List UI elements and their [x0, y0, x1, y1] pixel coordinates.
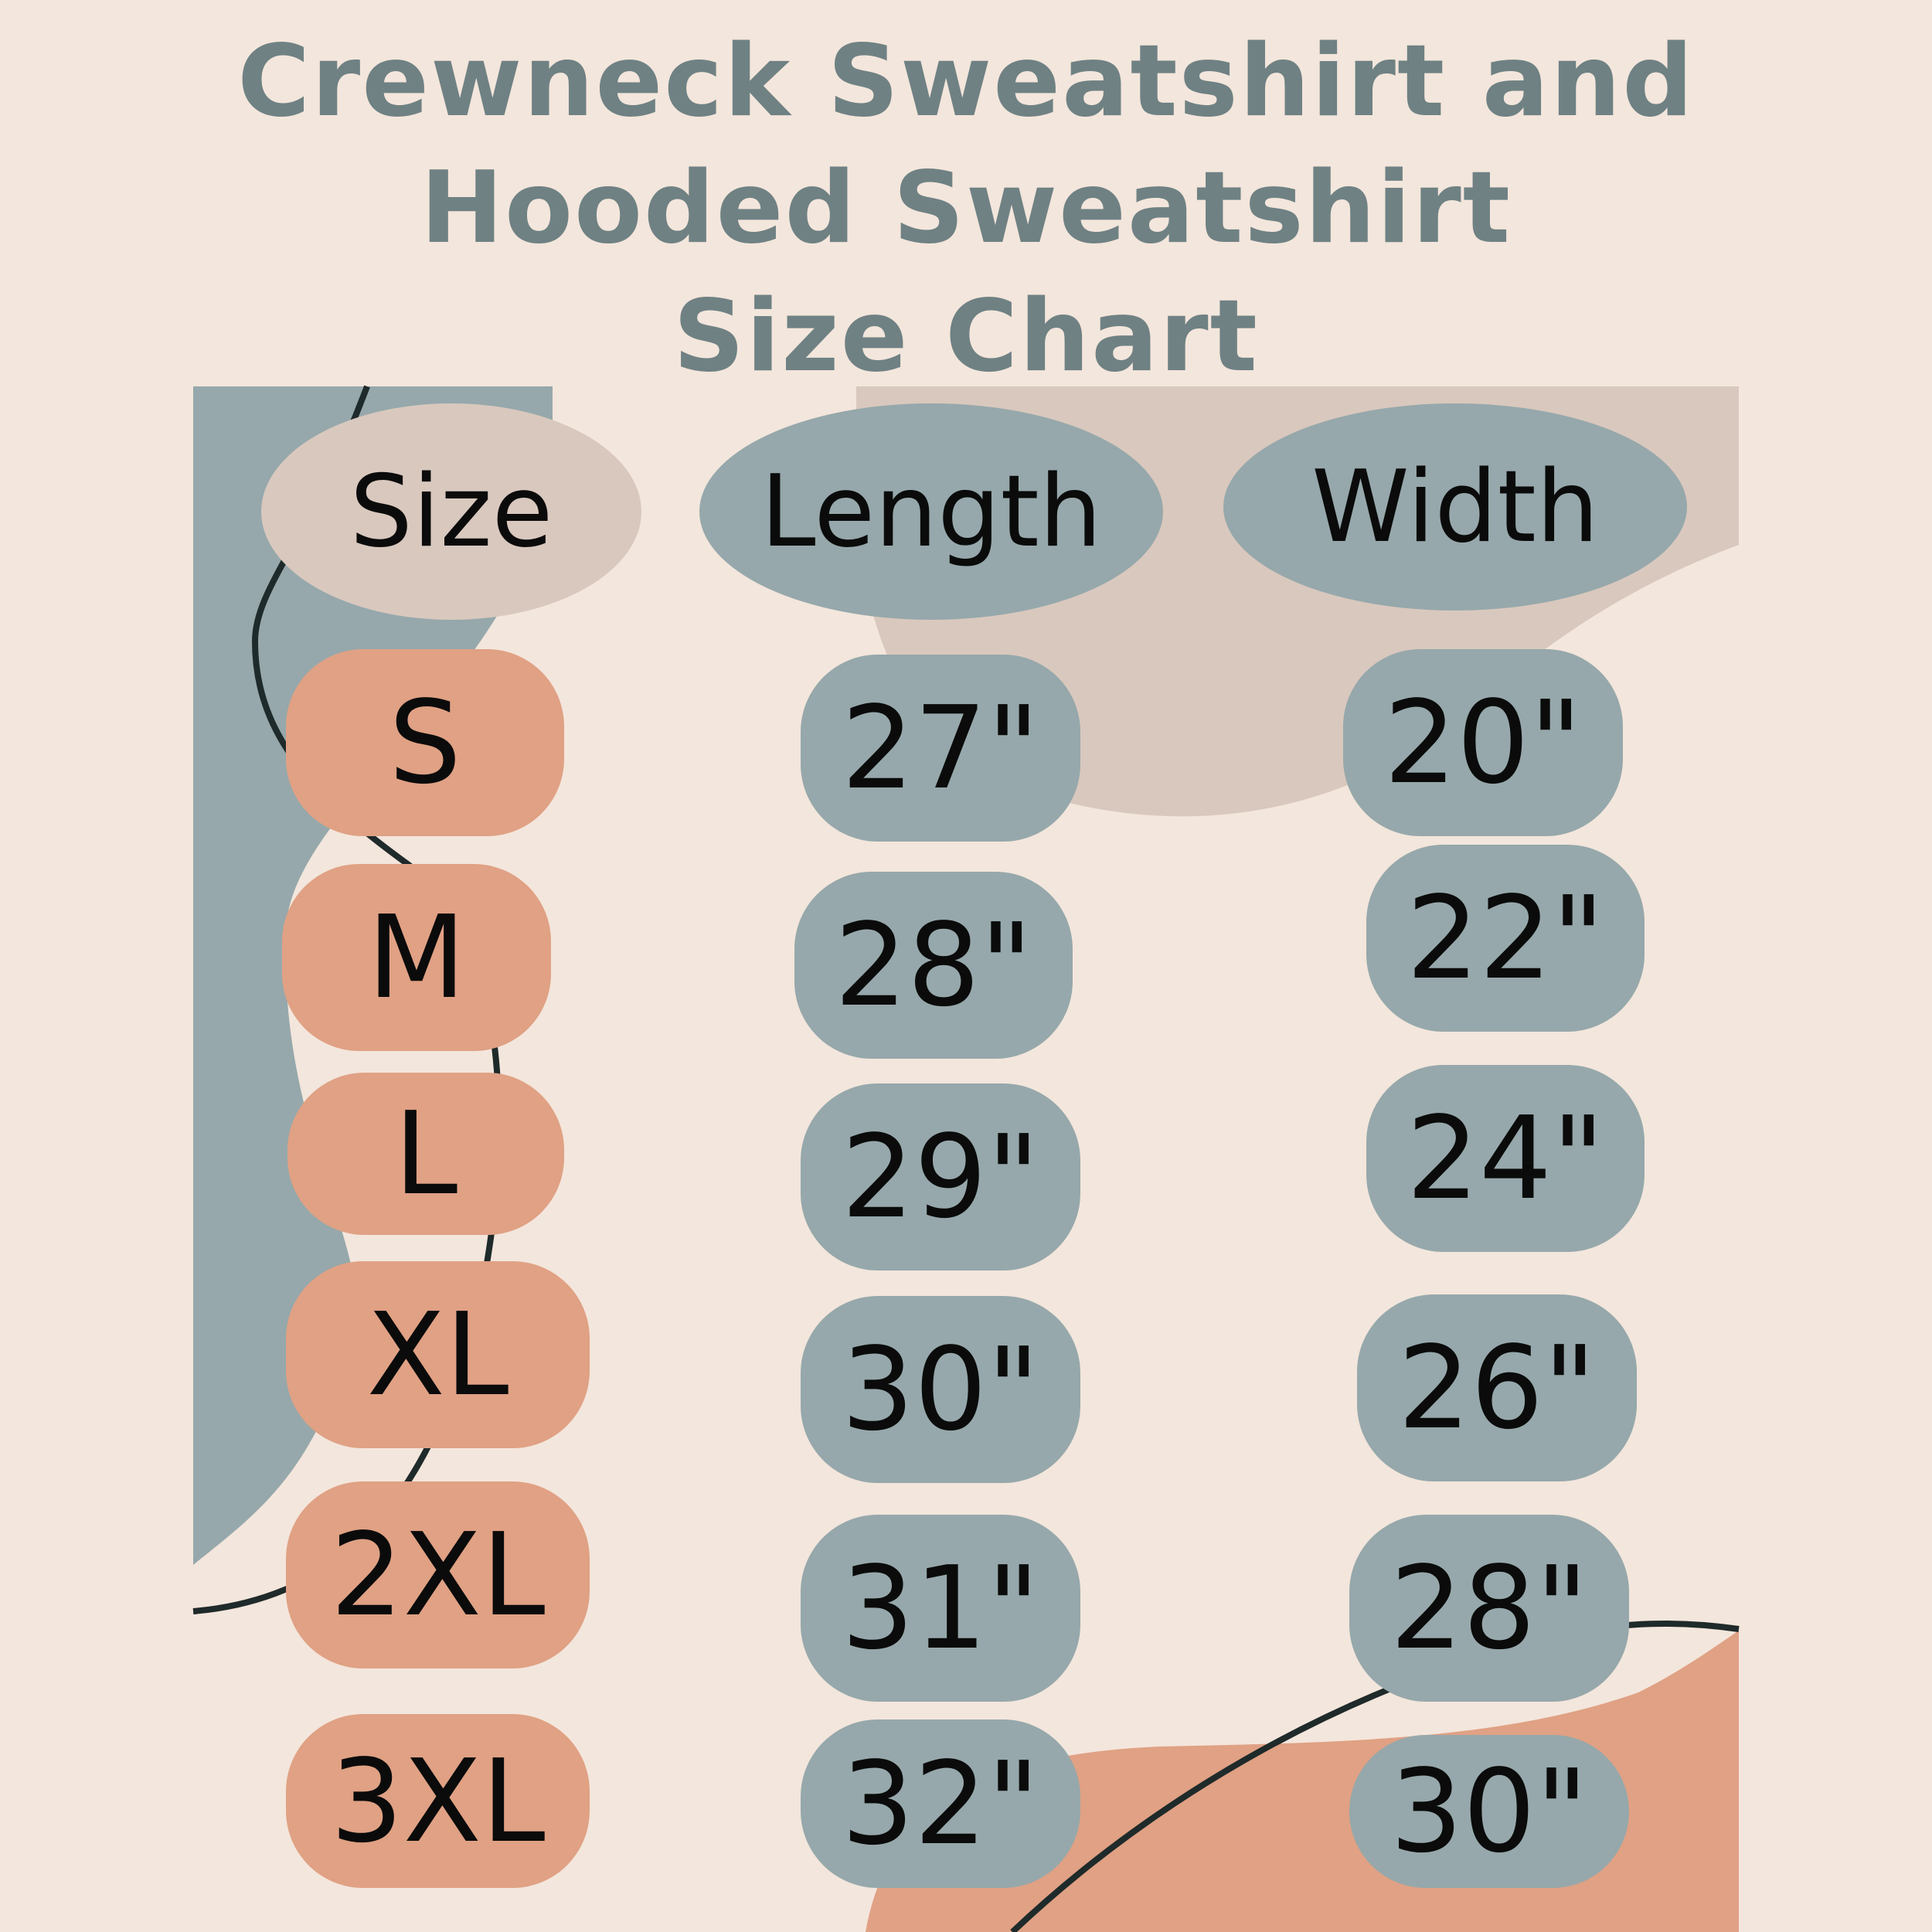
length-value: 28"	[834, 899, 1033, 1032]
size-label: S	[389, 676, 461, 809]
title-line-1: Crewneck Sweatshirt and	[237, 24, 1695, 139]
length-value: 30"	[841, 1323, 1040, 1456]
header-width: Width	[1223, 403, 1687, 611]
length-cell-s: 27"	[801, 655, 1080, 842]
width-cell-m: 22"	[1366, 845, 1645, 1032]
length-value: 32"	[841, 1737, 1040, 1870]
size-cell-3xl: 3XL	[286, 1714, 590, 1888]
size-cell-xl: XL	[286, 1261, 590, 1448]
length-value: 31"	[841, 1542, 1040, 1675]
title-line-3: Size Chart	[673, 279, 1259, 394]
width-cell-s: 20"	[1343, 649, 1623, 836]
length-value: 27"	[841, 682, 1040, 815]
size-cell-m: M	[282, 864, 551, 1051]
size-label: 2XL	[330, 1509, 546, 1641]
left-blue-shape	[193, 386, 553, 1565]
size-cell-s: S	[286, 649, 564, 836]
size-label: L	[393, 1087, 458, 1220]
length-value: 29"	[841, 1111, 1040, 1243]
size-label: 3XL	[330, 1734, 546, 1868]
width-cell-xl: 26"	[1357, 1294, 1637, 1481]
width-value: 26"	[1397, 1321, 1597, 1454]
length-cell-xl: 30"	[801, 1296, 1080, 1483]
width-cell-l: 24"	[1366, 1065, 1645, 1252]
width-value: 28"	[1389, 1542, 1589, 1675]
width-value: 24"	[1406, 1092, 1605, 1225]
size-label: XL	[366, 1288, 509, 1421]
width-cell-2xl: 28"	[1349, 1515, 1629, 1702]
length-cell-m: 28"	[794, 872, 1073, 1059]
size-cell-2xl: 2XL	[286, 1481, 590, 1668]
header-width-label: Width	[1311, 449, 1599, 565]
length-cell-2xl: 31"	[801, 1515, 1080, 1702]
size-cell-l: L	[287, 1073, 564, 1235]
width-value: 20"	[1383, 676, 1583, 809]
size-label: M	[367, 891, 466, 1024]
header-size: Size	[261, 403, 641, 620]
title-line-2: Hooded Sweatshirt	[420, 151, 1512, 266]
header-length: Length	[699, 403, 1163, 620]
length-cell-3xl: 32"	[801, 1719, 1080, 1888]
width-value: 22"	[1406, 872, 1605, 1005]
header-size-label: Size	[349, 454, 553, 570]
header-length-label: Length	[760, 454, 1102, 570]
length-cell-l: 29"	[801, 1083, 1080, 1270]
width-cell-3xl: 30"	[1349, 1735, 1629, 1888]
width-value: 30"	[1389, 1745, 1589, 1878]
